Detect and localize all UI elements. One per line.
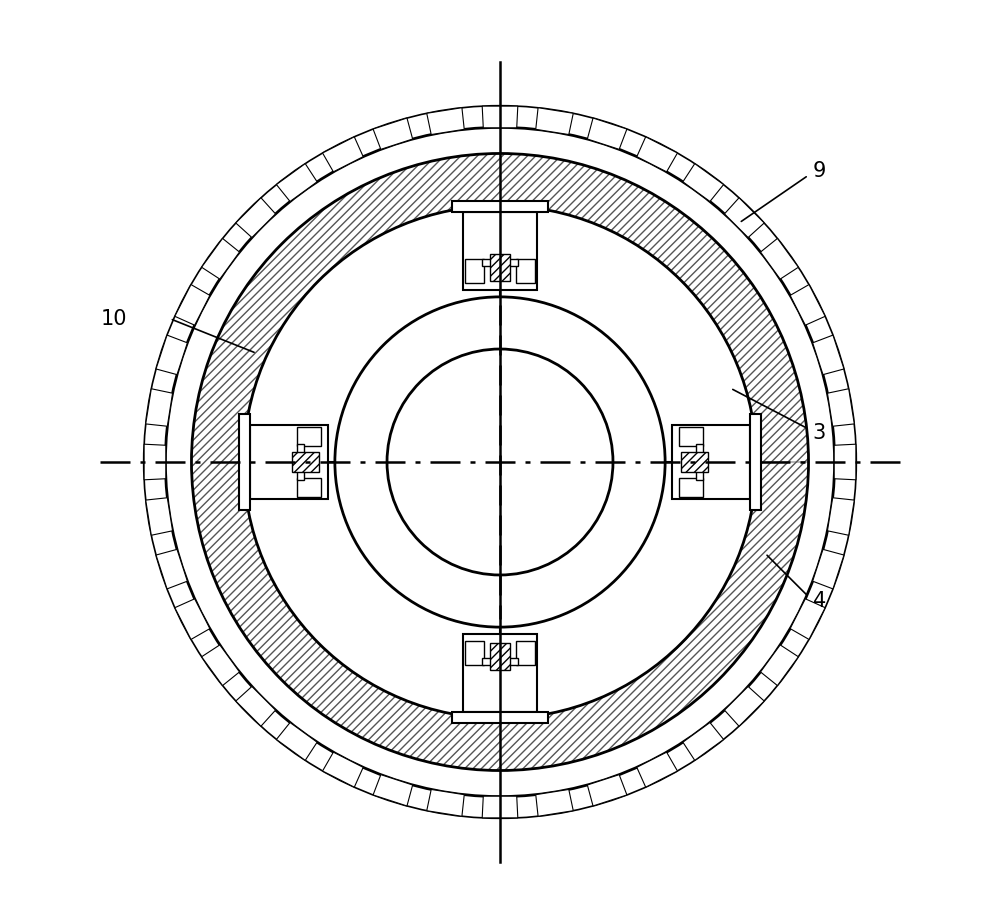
Polygon shape [790,599,825,639]
Polygon shape [323,752,363,787]
Polygon shape [156,550,187,589]
Polygon shape [637,137,677,172]
Polygon shape [175,285,210,325]
Polygon shape [276,723,317,760]
Polygon shape [463,634,537,711]
Polygon shape [465,641,484,665]
Polygon shape [373,118,413,150]
Polygon shape [827,498,854,535]
Polygon shape [813,335,844,374]
Polygon shape [536,789,573,816]
Polygon shape [297,444,304,480]
Polygon shape [236,198,276,237]
Polygon shape [482,658,518,665]
Circle shape [387,349,613,575]
Polygon shape [516,641,535,665]
Polygon shape [482,259,518,266]
Polygon shape [427,108,464,135]
Polygon shape [373,774,413,806]
Polygon shape [156,335,187,374]
Polygon shape [696,444,703,480]
Polygon shape [297,427,321,446]
Polygon shape [516,259,535,283]
Polygon shape [239,414,250,510]
Polygon shape [144,444,166,480]
Polygon shape [834,444,856,480]
Polygon shape [202,238,239,279]
Polygon shape [761,645,798,686]
Polygon shape [679,427,703,446]
Polygon shape [587,774,627,806]
Text: 10: 10 [100,309,127,329]
Polygon shape [482,796,518,818]
Polygon shape [191,153,809,771]
Polygon shape [672,425,750,499]
Polygon shape [146,498,173,535]
Polygon shape [250,425,328,499]
Polygon shape [681,453,708,471]
Polygon shape [146,389,173,426]
Polygon shape [813,550,844,589]
Polygon shape [587,118,627,150]
Polygon shape [637,752,677,787]
Polygon shape [452,711,548,723]
Polygon shape [236,687,276,726]
Polygon shape [292,453,319,471]
Circle shape [244,206,756,718]
Polygon shape [683,164,724,201]
Polygon shape [202,645,239,686]
Polygon shape [490,253,510,281]
Polygon shape [724,687,764,726]
Polygon shape [683,723,724,760]
Polygon shape [452,201,548,213]
Circle shape [144,105,856,819]
Polygon shape [175,599,210,639]
Polygon shape [297,478,321,497]
Polygon shape [323,137,363,172]
Polygon shape [276,164,317,201]
Polygon shape [750,414,761,510]
Polygon shape [679,478,703,497]
Text: 3: 3 [813,423,826,444]
Polygon shape [482,106,518,128]
Polygon shape [827,389,854,426]
Polygon shape [790,285,825,325]
Polygon shape [536,108,573,135]
Polygon shape [761,238,798,279]
Text: 9: 9 [813,161,826,181]
Polygon shape [465,259,484,283]
Text: 4: 4 [813,591,826,611]
Polygon shape [463,213,537,290]
Polygon shape [427,789,464,816]
Polygon shape [724,198,764,237]
Polygon shape [490,643,510,671]
